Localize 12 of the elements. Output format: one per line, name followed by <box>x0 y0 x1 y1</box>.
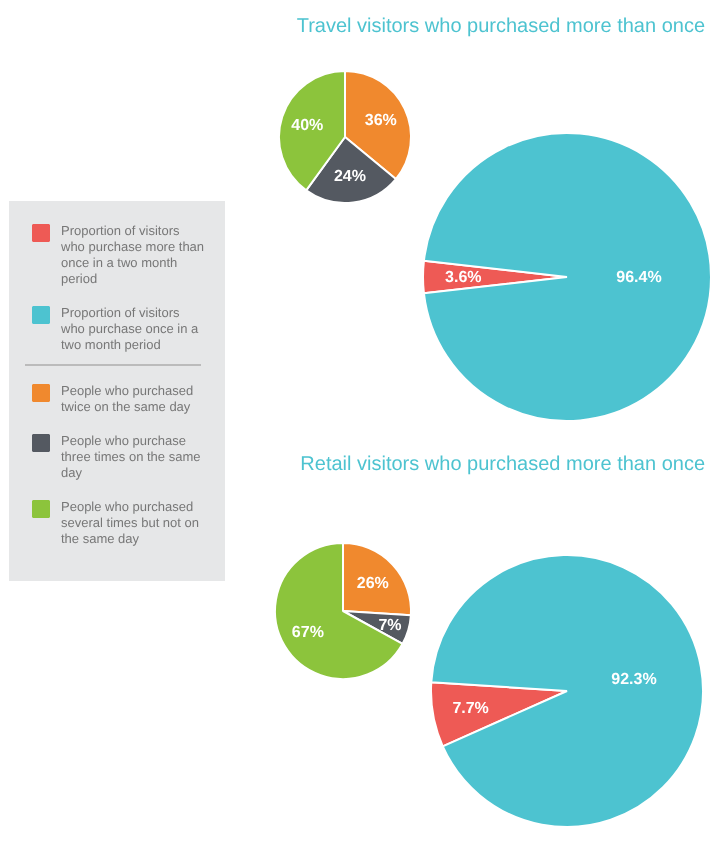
chart-title: Travel visitors who purchased more than once <box>296 16 706 38</box>
chart-title: Retail visitors who purchased more than once <box>300 454 706 476</box>
data-label: 26% <box>356 574 389 593</box>
data-label: 24% <box>333 167 366 186</box>
data-label: 96.4% <box>616 267 662 286</box>
data-label: 67% <box>291 622 324 641</box>
data-label: 40% <box>291 115 324 134</box>
data-label: 3.6% <box>445 268 482 287</box>
data-label: 7.7% <box>452 699 489 718</box>
data-label: 7% <box>378 615 402 634</box>
data-label: 36% <box>364 111 397 130</box>
data-label: 92.3% <box>611 670 657 689</box>
